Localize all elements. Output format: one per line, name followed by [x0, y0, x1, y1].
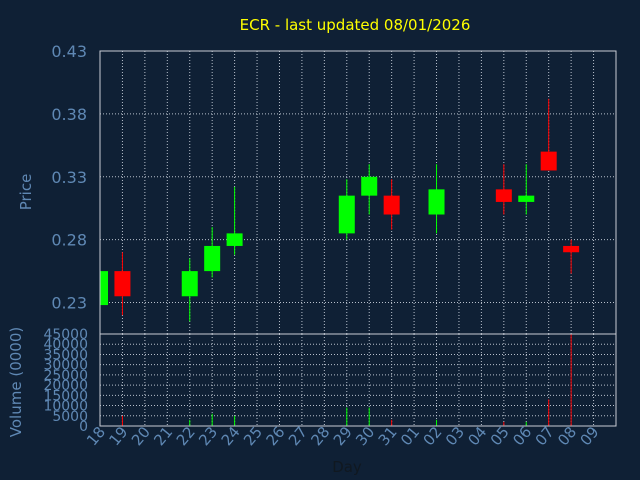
- volume-tick-label: 35000: [43, 347, 88, 363]
- price-axis-label: Price: [17, 174, 35, 211]
- day-axis-ticks: 1819202122232425262728293031010203040506…: [83, 423, 603, 449]
- candle-body: [540, 151, 557, 171]
- volume-tick-label: 10000: [43, 399, 88, 415]
- volume-tick-label: 25000: [43, 368, 88, 384]
- volume-bars: [121, 334, 572, 426]
- plot-frame: [99, 50, 617, 427]
- candle-body: [181, 271, 198, 297]
- volume-axis-label: Volume (0000): [7, 327, 25, 437]
- candle-body: [204, 245, 221, 272]
- candle-body: [495, 189, 512, 202]
- volume-tick-label: 30000: [43, 358, 88, 374]
- x-axis-label: Day: [332, 458, 362, 476]
- volume-tick-label: 15000: [43, 388, 88, 404]
- price-tick-label: 0.38: [51, 105, 87, 124]
- price-tick-label: 0.33: [51, 168, 87, 187]
- chart-title: ECR - last updated 08/01/2026: [240, 16, 471, 34]
- volume-axis-ticks: 4500040000350003000025000200001500010000…: [43, 327, 88, 435]
- candle-body: [226, 233, 243, 246]
- candle-body: [361, 176, 378, 196]
- price-tick-label: 0.23: [51, 294, 87, 313]
- candle-body: [518, 195, 535, 202]
- candle-body: [100, 271, 108, 306]
- price-axis-ticks: 0.43 0.38 0.33 0.28 0.23: [51, 42, 87, 313]
- volume-tick-label: 0: [79, 419, 88, 435]
- candle-body: [383, 195, 400, 215]
- candle-body: [428, 189, 445, 215]
- axes: [99, 50, 617, 427]
- price-tick-label: 0.43: [51, 42, 87, 61]
- candles: [99, 98, 580, 322]
- volume-tick-label: 40000: [43, 337, 88, 353]
- volume-tick-label: 45000: [43, 327, 88, 343]
- price-tick-label: 0.28: [51, 231, 87, 250]
- candle-body: [338, 195, 355, 234]
- candle-body: [114, 271, 131, 297]
- volume-tick-label: 20000: [43, 378, 88, 394]
- volume-tick-label: 5000: [52, 409, 88, 425]
- candle-body: [563, 245, 580, 253]
